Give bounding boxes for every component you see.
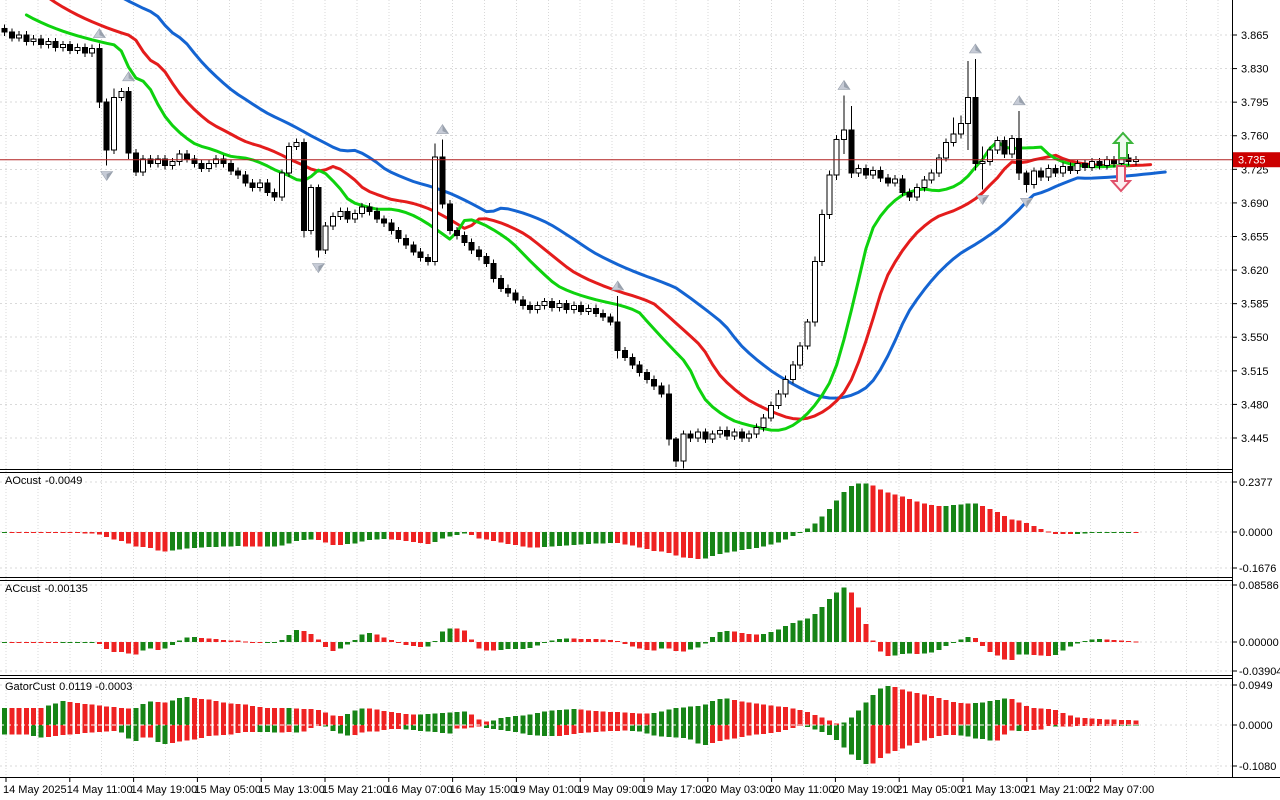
svg-text:3.735: 3.735 xyxy=(1238,155,1266,167)
fractal-shade xyxy=(617,280,624,290)
svg-text:3.445: 3.445 xyxy=(1241,433,1269,445)
ao-indicator-value: -0.0049 xyxy=(45,475,83,487)
time-axis[interactable] xyxy=(0,777,1280,800)
fractal-shade xyxy=(844,80,850,90)
panel-borders xyxy=(0,0,1280,778)
svg-text:0.2377: 0.2377 xyxy=(1239,477,1273,489)
svg-text:3.550: 3.550 xyxy=(1241,332,1269,344)
fractal-shade xyxy=(106,171,113,181)
svg-text:3.795: 3.795 xyxy=(1241,97,1269,109)
svg-text:14 May 19:00: 14 May 19:00 xyxy=(131,784,198,796)
svg-text:14 May 11:00: 14 May 11:00 xyxy=(67,784,133,796)
svg-text:3.655: 3.655 xyxy=(1241,231,1269,243)
ao-indicator-name: AOcust xyxy=(5,475,42,487)
svg-text:21 May 13:00: 21 May 13:00 xyxy=(960,784,1027,796)
svg-text:19 May 09:00: 19 May 09:00 xyxy=(577,784,644,796)
svg-text:20 May 19:00: 20 May 19:00 xyxy=(832,784,899,796)
ao-histogram xyxy=(2,483,1139,559)
svg-text:0.0000: 0.0000 xyxy=(1239,720,1273,732)
ac-panel[interactable] xyxy=(0,581,1232,675)
svg-text:3.725: 3.725 xyxy=(1241,164,1269,176)
svg-text:0.0949: 0.0949 xyxy=(1239,680,1273,692)
svg-text:15 May 05:00: 15 May 05:00 xyxy=(194,784,261,796)
svg-text:14 May 2025: 14 May 2025 xyxy=(3,784,67,796)
svg-text:-0.1676: -0.1676 xyxy=(1239,563,1276,575)
main-price-panel xyxy=(0,0,1232,469)
current-price-badge xyxy=(1233,152,1280,168)
ao-panel[interactable] xyxy=(0,473,1232,577)
svg-text:3.690: 3.690 xyxy=(1241,198,1269,210)
candles-layer xyxy=(1,24,1139,469)
ac-histogram xyxy=(2,587,1139,660)
svg-text:19 May 01:00: 19 May 01:00 xyxy=(513,784,580,796)
gator-histogram xyxy=(0,686,1144,765)
svg-text:3.585: 3.585 xyxy=(1241,299,1269,311)
svg-text:16 May 15:00: 16 May 15:00 xyxy=(450,784,517,796)
fractal-shade xyxy=(982,195,989,205)
svg-text:3.865: 3.865 xyxy=(1241,30,1269,42)
fractal-shade xyxy=(1019,95,1026,105)
fractals-layer xyxy=(92,28,1034,291)
svg-text:3.830: 3.830 xyxy=(1241,64,1269,76)
ao-indicator-label: AOcust -0.0049 xyxy=(5,475,86,487)
svg-text:15 May 13:00: 15 May 13:00 xyxy=(258,784,325,796)
fractal-shade xyxy=(975,43,982,53)
price-axis-labels: 3.865 3.830 3.795 3.760 3.725 3.690 3.655 3.620… xyxy=(1232,30,1280,773)
svg-text:-0.1080: -0.1080 xyxy=(1239,761,1276,773)
svg-text:16 May 07:00: 16 May 07:00 xyxy=(386,784,453,796)
svg-text:21 May 21:00: 21 May 21:00 xyxy=(1024,784,1091,796)
svg-text:3.515: 3.515 xyxy=(1241,366,1269,378)
gator-indicator-label: GatorCust 0.0119 -0.0003 xyxy=(5,681,136,693)
gator-indicator-value: 0.0119 -0.0003 xyxy=(59,681,133,693)
svg-text:-0.03904: -0.03904 xyxy=(1239,666,1280,678)
svg-text:15 May 21:00: 15 May 21:00 xyxy=(322,784,389,796)
ac-indicator-name: ACcust xyxy=(5,583,41,595)
svg-text:19 May 17:00: 19 May 17:00 xyxy=(641,784,708,796)
gator-panel[interactable] xyxy=(0,679,1232,777)
svg-text:22 May 07:00: 22 May 07:00 xyxy=(1088,784,1155,796)
sell-signal-arrow-icon xyxy=(1109,165,1133,193)
svg-text:20 May 11:00: 20 May 11:00 xyxy=(769,784,835,796)
fractal-shade xyxy=(1026,198,1033,208)
svg-text:3.480: 3.480 xyxy=(1241,399,1269,411)
ac-indicator-label: ACcust -0.00135 xyxy=(5,583,92,595)
alligator-jaw-line xyxy=(123,0,1167,400)
fractal-shade xyxy=(318,263,325,273)
fractal-shade xyxy=(442,124,449,134)
main-chart-panel[interactable] xyxy=(0,0,1232,468)
svg-text:3.760: 3.760 xyxy=(1241,131,1269,143)
fractal-shade xyxy=(128,71,135,81)
alligator-teeth-line xyxy=(49,0,1153,421)
fractal-shade xyxy=(99,28,106,38)
gator-indicator-name: GatorCust xyxy=(5,681,56,693)
price-axis[interactable] xyxy=(1232,0,1280,777)
svg-text:0.00000: 0.00000 xyxy=(1239,637,1279,649)
ac-indicator-value: -0.00135 xyxy=(44,583,88,595)
alligator-lips-line xyxy=(24,13,1131,432)
svg-text:21 May 05:00: 21 May 05:00 xyxy=(896,784,963,796)
svg-text:0.08586: 0.08586 xyxy=(1239,580,1279,592)
buy-signal-arrow-icon xyxy=(1111,131,1135,159)
svg-text:20 May 03:00: 20 May 03:00 xyxy=(705,784,772,796)
svg-text:3.620: 3.620 xyxy=(1241,265,1269,277)
svg-text:0.0000: 0.0000 xyxy=(1239,527,1273,539)
